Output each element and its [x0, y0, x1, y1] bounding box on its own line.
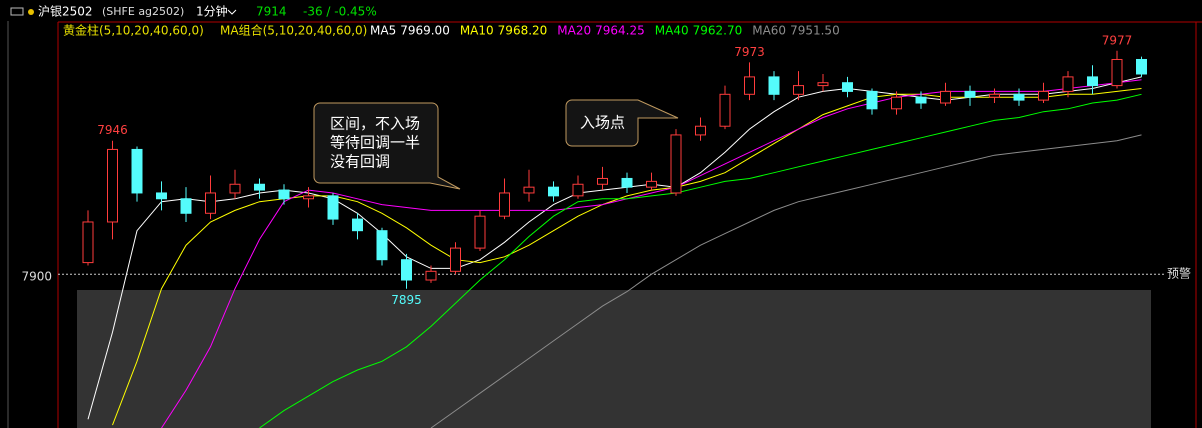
- alert-label: 预警: [1167, 266, 1191, 281]
- candle-body: [425, 270, 437, 281]
- candle-body: [915, 96, 927, 104]
- extreme-label: 7946: [97, 123, 128, 137]
- candle-body: [499, 192, 510, 217]
- candle-body: [1136, 58, 1147, 75]
- ma-line: [259, 93, 1142, 428]
- candle-body: [82, 221, 94, 264]
- change: -36 / -0.45%: [303, 5, 377, 19]
- candle-body: [744, 76, 755, 95]
- candle-body: [964, 90, 976, 98]
- legend-value: 7962.70: [693, 24, 743, 38]
- indicator: 黄金柱(5,10,20,40,60,0): [63, 23, 204, 38]
- candle-body: [352, 218, 363, 232]
- candle-body: [523, 186, 535, 194]
- candle-body: [940, 90, 951, 104]
- status-dot: [28, 9, 34, 15]
- callout-text: 区间，不入场: [330, 115, 420, 133]
- ma-line: [430, 134, 1142, 428]
- candle-body: [180, 198, 192, 214]
- extreme-label: 7973: [734, 45, 765, 59]
- callout-box: [565, 99, 679, 147]
- candle-body: [1111, 58, 1123, 87]
- candle-body: [1013, 93, 1025, 101]
- legend-value: 7968.20: [498, 24, 548, 38]
- y-tick-label: 7900: [21, 270, 52, 284]
- legend-value: 7964.25: [595, 24, 645, 38]
- extreme-label: 7895: [391, 293, 422, 307]
- candle-body: [1038, 90, 1049, 101]
- shaded-zone: [77, 290, 1151, 428]
- code: (SHFE ag2502): [102, 5, 184, 18]
- symbol: 沪银2502: [38, 5, 93, 19]
- ma-line: [161, 79, 1142, 428]
- candle-body: [278, 189, 290, 200]
- candle-body: [548, 186, 559, 197]
- candle-body: [695, 125, 706, 136]
- legend-name: MA60: [752, 24, 786, 38]
- extreme-label: 7977: [1102, 33, 1133, 47]
- candle-body: [107, 148, 118, 223]
- dropdown-arrow: [227, 9, 237, 15]
- legend-name: MA20: [557, 24, 591, 38]
- candle-body: [376, 230, 388, 261]
- callout: 区间，不入场 等待回调一半 没有回调: [313, 102, 461, 190]
- candle-body: [254, 183, 265, 191]
- candle-body: [327, 195, 339, 220]
- candle-body: [719, 93, 731, 127]
- header-bar: [0, 0, 1202, 21]
- legend-value: 7951.50: [790, 24, 840, 38]
- candle-body: [572, 183, 584, 197]
- candle-body: [401, 259, 412, 281]
- callout-box: [313, 102, 461, 190]
- candle-body: [621, 177, 633, 188]
- candle-body: [842, 82, 853, 92]
- price: 7914: [256, 5, 287, 19]
- candle-body: [670, 134, 682, 194]
- legend-value: 7969.00: [400, 24, 450, 38]
- callout-text: 入场点: [580, 114, 625, 132]
- candle-body: [131, 148, 143, 194]
- candle-body: [474, 215, 486, 249]
- candle-body: [866, 90, 878, 110]
- callout-text: 没有回调: [330, 153, 390, 171]
- icon[interactable]: [10, 7, 24, 16]
- period[interactable]: 1分钟: [196, 4, 228, 19]
- candle-body: [229, 183, 241, 194]
- candle-body: [793, 85, 804, 95]
- candle-body: [205, 192, 216, 214]
- candle-body: [156, 192, 167, 200]
- candle-body: [891, 96, 902, 110]
- candle-body: [989, 93, 1000, 98]
- indicator: MA组合(5,10,20,40,60,0): [220, 23, 367, 38]
- callout-text: 等待回调一半: [330, 134, 420, 152]
- candle-body: [1062, 76, 1074, 92]
- candle-body: [597, 177, 608, 185]
- candle-body: [303, 195, 314, 200]
- legend-name: MA10: [460, 24, 494, 38]
- legend-name: MA40: [655, 24, 689, 38]
- candle-body: [1087, 76, 1098, 87]
- candle-body: [817, 82, 829, 87]
- legend-name: MA5: [370, 24, 396, 38]
- candle-body: [450, 247, 461, 272]
- candle-body: [768, 76, 780, 95]
- callout: 入场点: [565, 99, 679, 147]
- candle-body: [646, 180, 657, 188]
